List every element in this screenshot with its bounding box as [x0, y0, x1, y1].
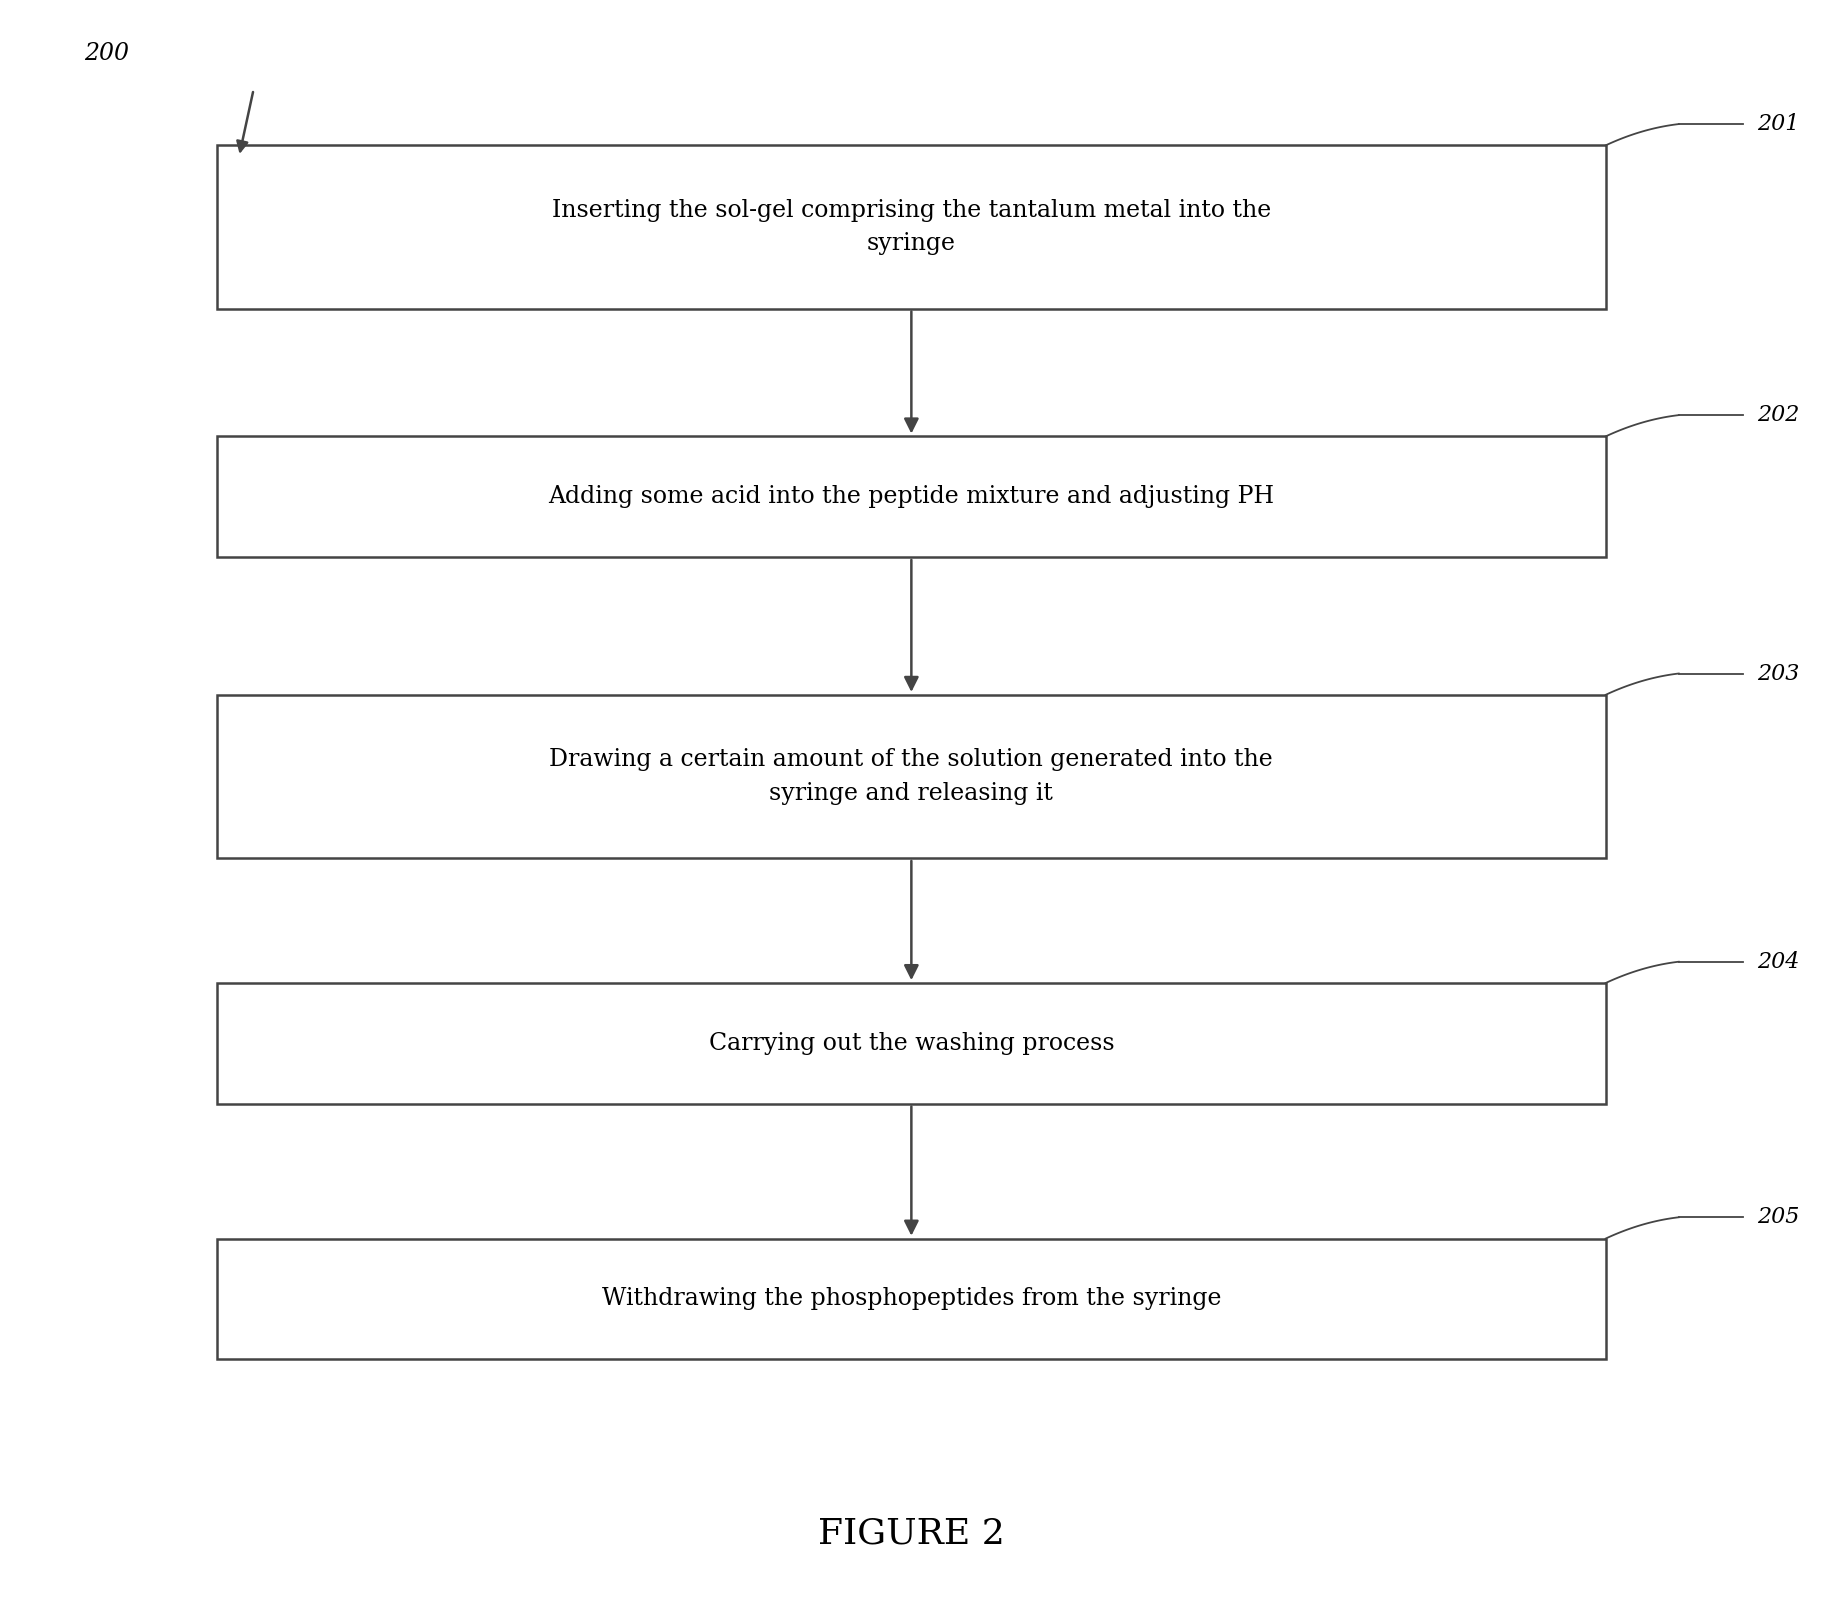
- FancyArrowPatch shape: [906, 1107, 917, 1233]
- Text: Carrying out the washing process: Carrying out the washing process: [709, 1031, 1114, 1055]
- FancyBboxPatch shape: [217, 1238, 1605, 1359]
- Text: FIGURE 2: FIGURE 2: [817, 1516, 1005, 1549]
- FancyBboxPatch shape: [217, 146, 1605, 308]
- Text: Withdrawing the phosphopeptides from the syringe: Withdrawing the phosphopeptides from the…: [602, 1288, 1221, 1310]
- Text: Drawing a certain amount of the solution generated into the
syringe and releasin: Drawing a certain amount of the solution…: [549, 747, 1274, 805]
- Text: 200: 200: [83, 42, 129, 66]
- FancyBboxPatch shape: [217, 983, 1605, 1104]
- Text: 204: 204: [1758, 951, 1800, 972]
- Text: 203: 203: [1758, 662, 1800, 685]
- Text: 201: 201: [1758, 112, 1800, 135]
- FancyArrowPatch shape: [906, 560, 917, 690]
- Text: 202: 202: [1758, 404, 1800, 427]
- FancyBboxPatch shape: [217, 695, 1605, 858]
- Text: 205: 205: [1758, 1206, 1800, 1229]
- Text: Adding some acid into the peptide mixture and adjusting PH: Adding some acid into the peptide mixtur…: [549, 486, 1274, 508]
- FancyArrowPatch shape: [906, 861, 917, 977]
- FancyArrowPatch shape: [906, 311, 917, 431]
- Text: Inserting the sol-gel comprising the tantalum metal into the
syringe: Inserting the sol-gel comprising the tan…: [552, 199, 1270, 255]
- FancyBboxPatch shape: [217, 436, 1605, 557]
